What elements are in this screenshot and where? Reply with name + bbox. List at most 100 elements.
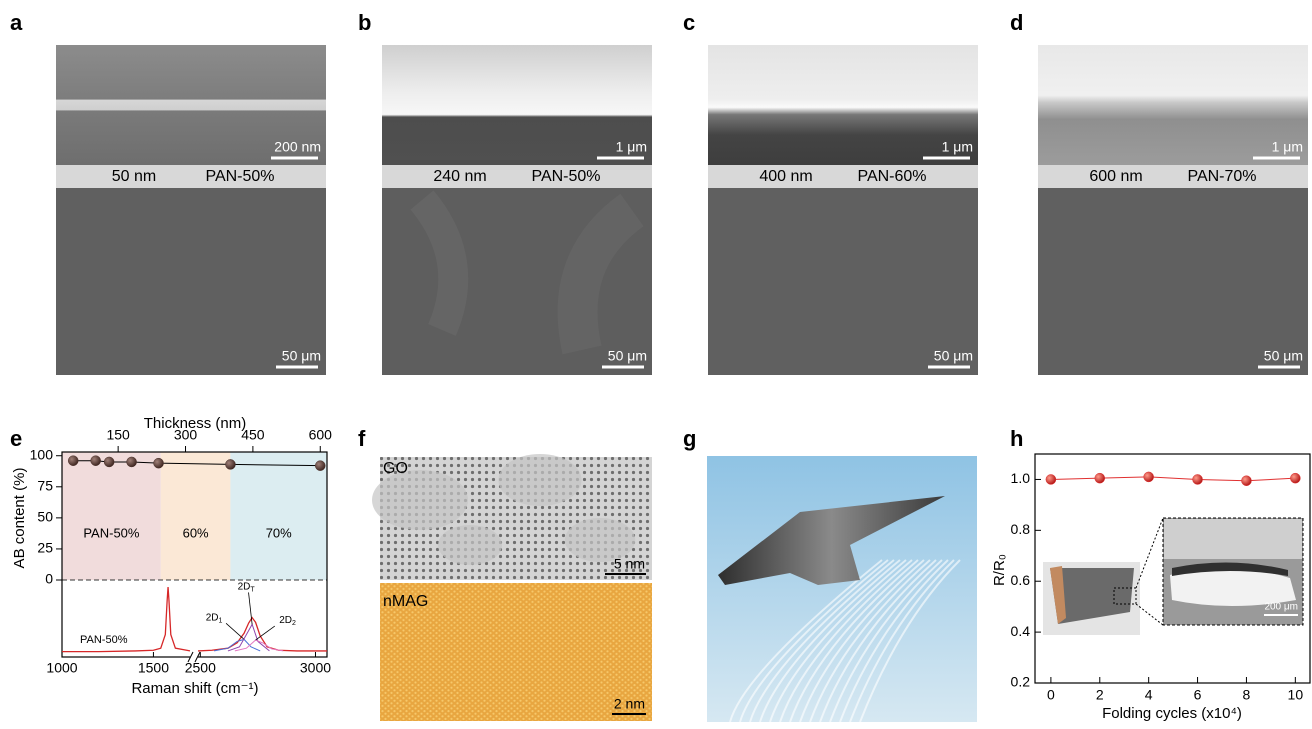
annotation-arrow <box>256 626 275 640</box>
peak-label-main: 2D <box>279 615 292 626</box>
sample-label: PAN-70% <box>1187 168 1256 185</box>
scale-label: 1 μm <box>616 139 647 155</box>
x-tick-label: 2 <box>1096 687 1104 703</box>
panel-label: f <box>358 426 366 451</box>
spectrum-line <box>214 639 260 651</box>
tem-label: nMAG <box>383 593 428 610</box>
x-tick-label: 1000 <box>46 660 77 676</box>
photo <box>707 456 977 722</box>
peak-label: 2DT <box>238 581 256 593</box>
sample-label: PAN-50% <box>531 168 600 185</box>
scale-label: 50 μm <box>934 348 973 364</box>
x-tick-label: 8 <box>1243 687 1251 703</box>
sem-image-top <box>1038 45 1308 165</box>
panel-label: d <box>1010 10 1023 35</box>
x-tick-label: 1500 <box>138 660 169 676</box>
panel-label: e <box>10 426 22 451</box>
data-point <box>127 457 137 467</box>
tem-texture <box>498 454 581 506</box>
x-tick-label: 600 <box>309 427 333 443</box>
label-strip <box>382 165 652 188</box>
panel-label: g <box>683 426 696 451</box>
scale-label: 50 μm <box>282 348 321 364</box>
data-point <box>91 456 101 466</box>
sample-label: PAN-60% <box>857 168 926 185</box>
scale-label: 1 μm <box>942 139 973 155</box>
tem-texture <box>438 525 502 565</box>
tem-texture <box>372 470 468 530</box>
data-point <box>1241 476 1251 486</box>
scale-label: 5 nm <box>614 556 645 572</box>
spectrum-label: PAN-50% <box>80 634 128 646</box>
y-axis-label: AB content (%) <box>11 468 28 569</box>
data-point <box>315 461 325 471</box>
region-label: 70% <box>266 525 292 540</box>
peak-label-sub: 2 <box>292 620 296 627</box>
region-label: 60% <box>183 525 209 540</box>
axis-break <box>190 652 198 662</box>
peak-label-main: 2D <box>238 581 251 592</box>
y-tick-label: 0.8 <box>1011 521 1031 537</box>
data-point <box>1193 474 1203 484</box>
scale-label: 1 μm <box>1272 139 1303 155</box>
x-axis-label: Thickness (nm) <box>144 415 247 432</box>
label-strip <box>708 165 978 188</box>
sample-label: PAN-50% <box>205 168 274 185</box>
scale-label: 50 μm <box>1264 348 1303 364</box>
data-point <box>154 458 164 468</box>
data-point <box>1095 473 1105 483</box>
y-tick-label: 0 <box>45 571 53 587</box>
x-axis-label: Raman shift (cm⁻¹) <box>131 680 258 697</box>
zoom-line <box>1136 518 1163 588</box>
scale-label: 50 μm <box>608 348 647 364</box>
y-tick-label: 50 <box>37 509 53 525</box>
spectrum-line <box>228 624 269 651</box>
scale-label: 2 nm <box>614 696 645 712</box>
peak-label-sub: 1 <box>219 617 223 624</box>
sem-image-top <box>708 45 978 165</box>
zoom-line <box>1136 604 1163 625</box>
data-point <box>104 457 114 467</box>
region <box>161 452 231 580</box>
y-tick-label: 25 <box>37 540 53 556</box>
x-tick-label: 0 <box>1047 687 1055 703</box>
region <box>230 452 327 580</box>
inset-sem-top <box>1164 519 1302 559</box>
figure: abcdefgh200 nm50 nmPAN-50%50 μm1 μm240 n… <box>0 0 1312 724</box>
y-tick-label: 75 <box>37 477 53 493</box>
y-tick-label: 0.2 <box>1011 674 1031 690</box>
panel-label: h <box>1010 426 1023 451</box>
peak-label: 2D2 <box>279 615 296 627</box>
x-tick-label: 3000 <box>300 660 331 676</box>
x-axis-label: Folding cycles (x10⁴) <box>1102 705 1242 722</box>
y-tick-label: 100 <box>30 446 54 462</box>
data-line <box>1051 477 1295 481</box>
region <box>62 452 161 580</box>
peak-label: 2D1 <box>206 612 223 624</box>
scale-label: 200 nm <box>274 139 321 155</box>
x-tick-label: 4 <box>1145 687 1153 703</box>
panel-label: c <box>683 10 695 35</box>
tem-label: GO <box>383 460 408 477</box>
data-point <box>1046 474 1056 484</box>
y-tick-label: 0.4 <box>1011 623 1031 639</box>
y-tick-label: 1.0 <box>1011 470 1031 486</box>
x-tick-label: 6 <box>1194 687 1202 703</box>
y-tick-label: 0.6 <box>1011 572 1031 588</box>
annotation-arrow <box>226 623 244 639</box>
y-axis-label: R/R₀ <box>991 554 1008 586</box>
x-tick-label: 10 <box>1288 687 1304 703</box>
panel-label: b <box>358 10 371 35</box>
x-tick-label: 2500 <box>185 660 216 676</box>
inset-scale-label: 200 μm <box>1264 602 1298 613</box>
region-label: PAN-50% <box>83 525 140 540</box>
data-point <box>1290 473 1300 483</box>
x-tick-label: 150 <box>106 427 130 443</box>
thickness-label: 400 nm <box>759 168 812 185</box>
peak-label-sub: T <box>250 586 255 593</box>
sem-image-top <box>382 45 652 165</box>
peak-label-main: 2D <box>206 612 219 623</box>
label-strip <box>56 165 326 188</box>
data-point <box>1144 472 1154 482</box>
panel-label: a <box>10 10 23 35</box>
